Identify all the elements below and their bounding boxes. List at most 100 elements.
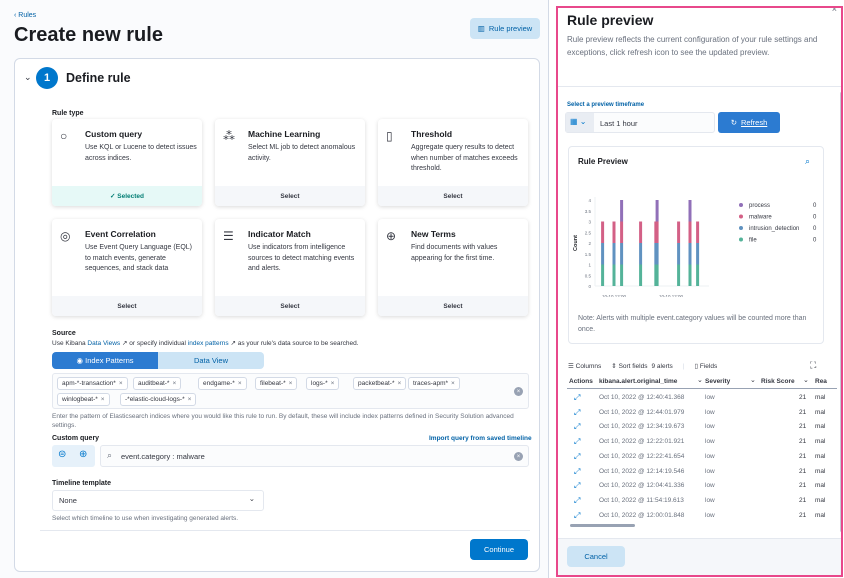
columns-button[interactable]: ☰ Columns bbox=[568, 363, 602, 370]
legend-label[interactable]: intrusion_detection bbox=[749, 226, 799, 232]
column-original-time[interactable]: kibana.alert.original_time bbox=[599, 378, 678, 385]
column-reason[interactable]: Rea bbox=[815, 378, 827, 385]
legend-label[interactable]: file bbox=[749, 238, 757, 244]
rule-type-card-new-terms[interactable]: ⊕ New Terms Find documents with values a… bbox=[378, 219, 528, 316]
bar-segment-intrusion_detection[interactable] bbox=[639, 243, 643, 265]
rule-type-card-threshold[interactable]: ▯ Threshold Aggregate query results to d… bbox=[378, 119, 528, 206]
index-pattern-pill: apm-*-transaction* × bbox=[57, 377, 128, 390]
query-input[interactable]: ⌕ event.category : malware × bbox=[100, 445, 529, 467]
bar-segment-malware[interactable] bbox=[655, 221, 659, 244]
bar-segment-file[interactable] bbox=[612, 264, 616, 287]
horizontal-scrollbar[interactable] bbox=[570, 524, 635, 527]
filter-icon[interactable]: ⊜ bbox=[58, 449, 67, 460]
column-risk-score[interactable]: Risk Score bbox=[761, 378, 795, 385]
bar-segment-file[interactable] bbox=[688, 264, 692, 287]
rule-type-card-indicator-match[interactable]: ☰ Indicator Match Use indicators from in… bbox=[215, 219, 365, 316]
chevron-down-icon[interactable]: ⌄ bbox=[697, 377, 703, 384]
remove-icon[interactable]: × bbox=[187, 396, 192, 403]
bar-segment-malware[interactable] bbox=[601, 221, 605, 244]
remove-icon[interactable]: × bbox=[330, 380, 335, 387]
card-title: Custom query bbox=[85, 129, 143, 139]
bar-segment-malware[interactable] bbox=[620, 221, 624, 244]
chevron-down-icon[interactable]: ⌄ bbox=[803, 377, 809, 384]
rule-preview-button[interactable]: ▥ Rule preview bbox=[470, 18, 540, 39]
bar-segment-file[interactable] bbox=[601, 264, 605, 287]
data-views-link[interactable]: Data Views bbox=[87, 340, 121, 347]
select-button[interactable]: Select bbox=[215, 186, 365, 206]
bar-segment-malware[interactable] bbox=[639, 221, 643, 244]
import-query-link[interactable]: Import query from saved timeline bbox=[429, 435, 532, 442]
collapse-chevron-icon[interactable]: ⌄ bbox=[24, 72, 32, 82]
remove-icon[interactable]: × bbox=[237, 380, 242, 387]
bar-segment-intrusion_detection[interactable] bbox=[620, 243, 624, 265]
expand-icon[interactable]: ⤢ bbox=[574, 466, 581, 476]
select-button[interactable]: Select bbox=[378, 296, 528, 316]
fullscreen-icon[interactable]: ⛶ bbox=[810, 360, 817, 370]
select-button[interactable]: Select bbox=[52, 296, 202, 316]
timeframe-select[interactable]: ▦ ⌄ Last 1 hour bbox=[565, 112, 715, 133]
expand-icon[interactable]: ⤢ bbox=[574, 422, 581, 432]
rule-type-card-event-correlation[interactable]: ◎ Event Correlation Use Event Query Lang… bbox=[52, 219, 202, 316]
tab-index-patterns[interactable]: ◉ Index Patterns bbox=[52, 352, 158, 369]
bar-segment-intrusion_detection[interactable] bbox=[688, 243, 692, 265]
remove-icon[interactable]: × bbox=[118, 380, 123, 387]
expand-icon[interactable]: ⤢ bbox=[574, 451, 581, 461]
fields-button[interactable]: ▯ Fields bbox=[694, 363, 718, 370]
inspect-icon[interactable]: ⌕ bbox=[805, 156, 811, 166]
back-to-rules-link[interactable]: ‹ Rules bbox=[14, 12, 37, 19]
bar-segment-malware[interactable] bbox=[677, 221, 681, 244]
selected-indicator[interactable]: ✓ Selected bbox=[52, 186, 202, 206]
expand-icon[interactable]: ⤢ bbox=[574, 510, 581, 520]
refresh-button[interactable]: ↻ Refresh bbox=[718, 112, 780, 133]
bar-segment-intrusion_detection[interactable] bbox=[677, 243, 681, 265]
expand-icon[interactable]: ⤢ bbox=[574, 437, 581, 447]
sort-fields-button[interactable]: ⇕ Sort fields bbox=[611, 363, 648, 370]
remove-icon[interactable]: × bbox=[172, 380, 177, 387]
select-button[interactable]: Select bbox=[378, 186, 528, 206]
close-icon[interactable]: × bbox=[831, 6, 837, 14]
bar-segment-process[interactable] bbox=[688, 200, 692, 222]
bar-segment-malware[interactable] bbox=[612, 221, 616, 244]
index-patterns-link[interactable]: index patterns bbox=[187, 340, 229, 347]
bar-segment-malware[interactable] bbox=[696, 221, 700, 244]
rule-type-card-custom-query[interactable]: ○ Custom query Use KQL or Lucene to dete… bbox=[52, 119, 202, 206]
legend-label[interactable]: malware bbox=[749, 215, 772, 221]
column-severity[interactable]: Severity bbox=[705, 378, 731, 385]
bar-segment-intrusion_detection[interactable] bbox=[612, 243, 616, 265]
remove-icon[interactable]: × bbox=[100, 396, 105, 403]
cell-reason: mal bbox=[815, 452, 826, 460]
remove-icon[interactable]: × bbox=[451, 380, 455, 387]
timeline-template-select[interactable]: None ⌄ bbox=[52, 490, 264, 511]
scrollbar[interactable] bbox=[840, 92, 841, 532]
continue-button[interactable]: Continue bbox=[470, 539, 528, 560]
expand-icon[interactable]: ⤢ bbox=[574, 481, 581, 491]
calendar-icon[interactable]: ▦ ⌄ bbox=[566, 113, 594, 132]
cancel-button[interactable]: Cancel bbox=[567, 546, 625, 567]
clear-icon[interactable]: × bbox=[514, 387, 523, 396]
add-filter-icon[interactable]: ⊕ bbox=[79, 449, 88, 460]
expand-icon[interactable]: ⤢ bbox=[574, 393, 581, 402]
rule-type-card-machine-learning[interactable]: ⁂ Machine Learning Select ML job to dete… bbox=[215, 119, 365, 206]
bar-segment-file[interactable] bbox=[639, 264, 643, 287]
bar-segment-process[interactable] bbox=[620, 200, 624, 222]
bar-segment-file[interactable] bbox=[696, 264, 700, 287]
bar-segment-intrusion_detection[interactable] bbox=[655, 243, 659, 265]
bar-segment-file[interactable] bbox=[620, 264, 624, 287]
clear-query-icon[interactable]: × bbox=[514, 452, 523, 461]
bar-segment-intrusion_detection[interactable] bbox=[601, 243, 605, 265]
bar-segment-file[interactable] bbox=[655, 264, 659, 287]
bar-segment-file[interactable] bbox=[677, 264, 681, 287]
remove-icon[interactable]: × bbox=[288, 380, 293, 387]
bar-segment-process[interactable] bbox=[655, 200, 659, 222]
expand-icon[interactable]: ⤢ bbox=[574, 407, 581, 417]
bar-segment-malware[interactable] bbox=[688, 221, 692, 244]
bar-segment-intrusion_detection[interactable] bbox=[696, 243, 700, 265]
remove-icon[interactable]: × bbox=[397, 380, 402, 387]
chevron-down-icon[interactable]: ⌄ bbox=[750, 377, 756, 384]
pill-label: logs-* bbox=[311, 380, 328, 387]
select-button[interactable]: Select bbox=[215, 296, 365, 316]
legend-label[interactable]: process bbox=[749, 203, 770, 209]
tab-data-view[interactable]: Data View bbox=[158, 352, 264, 369]
expand-icon[interactable]: ⤢ bbox=[574, 495, 581, 505]
index-patterns-combobox[interactable]: apm-*-transaction* × auditbeat-* × endgame-*… bbox=[52, 373, 529, 409]
